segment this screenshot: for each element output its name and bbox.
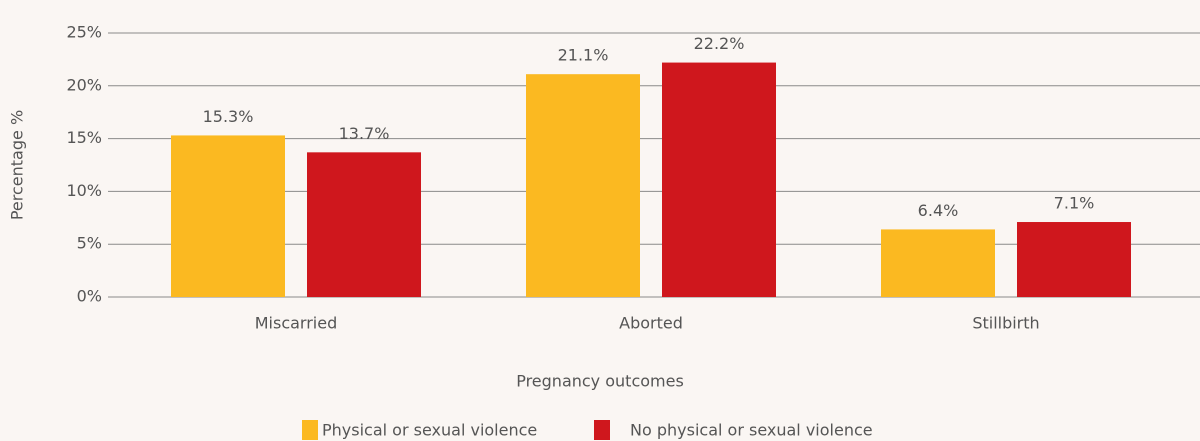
- legend-swatch: [302, 420, 318, 440]
- bar: [662, 62, 776, 298]
- legend-label: No physical or sexual violence: [630, 421, 873, 440]
- x-tick-label: Miscarried: [255, 314, 338, 333]
- data-label: 15.3%: [203, 107, 254, 126]
- data-label: 22.2%: [694, 34, 745, 53]
- data-label: 21.1%: [558, 46, 609, 65]
- bar: [1017, 222, 1131, 297]
- x-tick-label: Aborted: [619, 314, 683, 333]
- y-tick-label: 0%: [77, 287, 102, 306]
- data-label: 7.1%: [1054, 194, 1095, 213]
- y-tick-label: 10%: [66, 181, 102, 200]
- y-tick-label: 20%: [66, 75, 102, 94]
- bar: [171, 135, 285, 297]
- data-label: 13.7%: [339, 124, 390, 143]
- x-tick-label: Stillbirth: [972, 314, 1039, 333]
- y-axis-label: Percentage %: [8, 110, 27, 220]
- bar: [526, 74, 640, 298]
- legend-swatch: [594, 420, 610, 440]
- y-tick-label: 15%: [66, 128, 102, 147]
- x-axis-label: Pregnancy outcomes: [516, 372, 684, 391]
- data-label: 6.4%: [918, 201, 959, 220]
- legend-label: Physical or sexual violence: [322, 421, 537, 440]
- y-tick-label: 25%: [66, 23, 102, 42]
- bar: [881, 229, 995, 297]
- bar: [307, 152, 421, 297]
- y-tick-label: 5%: [77, 234, 102, 253]
